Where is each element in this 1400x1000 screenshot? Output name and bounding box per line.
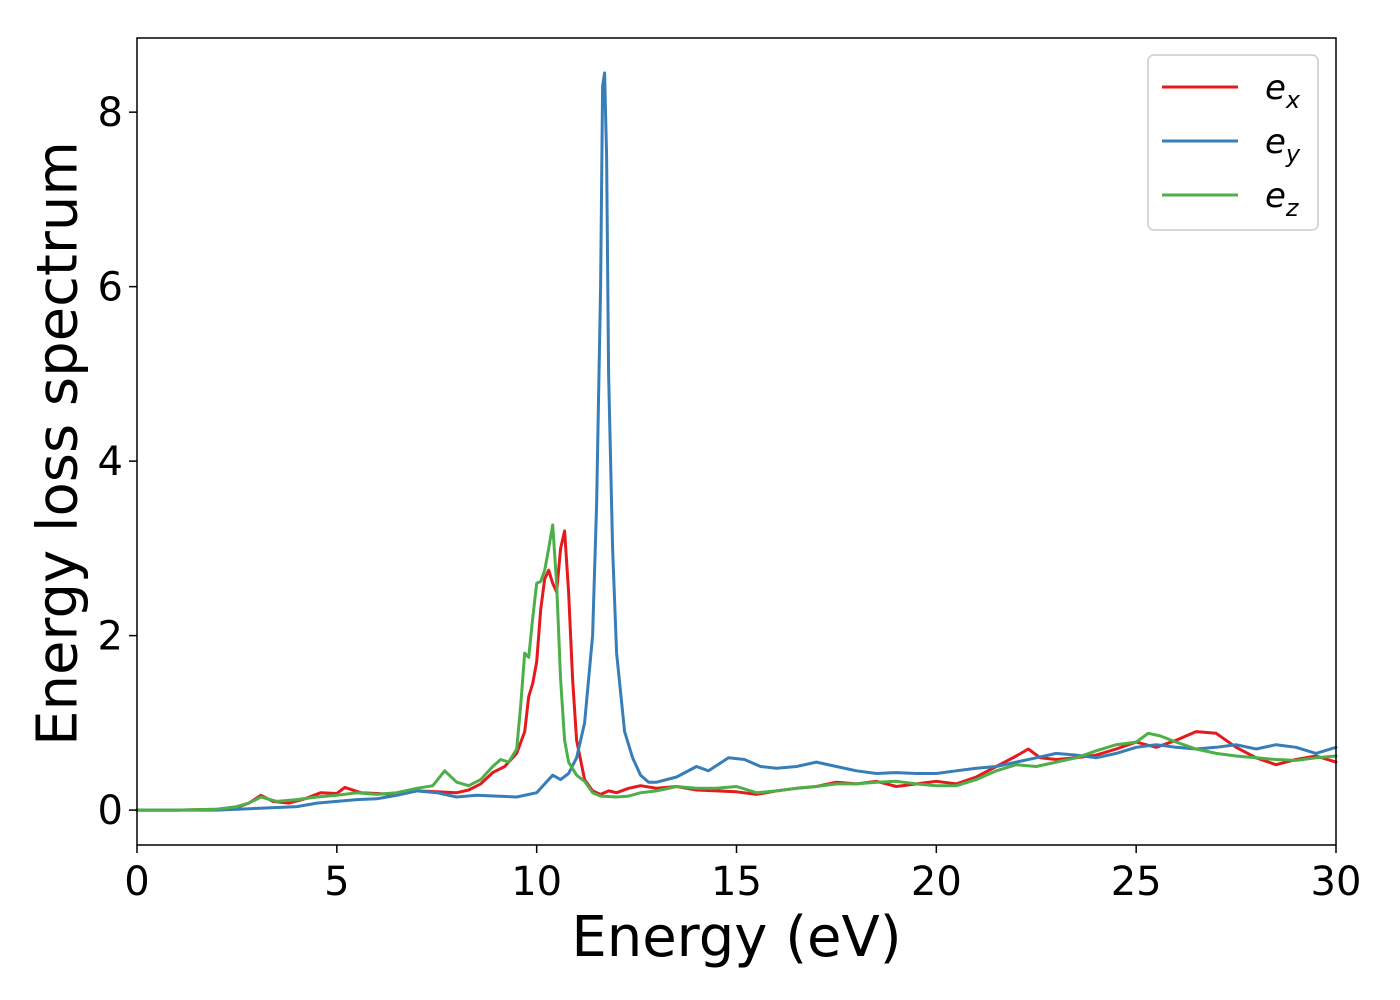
legend-label-base: e bbox=[1265, 68, 1286, 108]
y-tick-label: 8 bbox=[98, 90, 123, 136]
legend-label-base: e bbox=[1265, 122, 1286, 162]
legend-label-subscript: z bbox=[1285, 194, 1300, 222]
legend-label-x: ex bbox=[1265, 68, 1301, 114]
legend-label-y: ey bbox=[1265, 122, 1301, 168]
series-line-z bbox=[135, 523, 1338, 812]
y-tick-label: 2 bbox=[98, 614, 123, 660]
x-tick-label: 25 bbox=[1111, 859, 1162, 905]
series-layer bbox=[135, 71, 1338, 812]
x-tick-label: 30 bbox=[1311, 859, 1362, 905]
y-axis-ticks: 0 2 4 6 8 bbox=[98, 90, 137, 834]
x-axis-ticks: 0 5 10 15 20 25 30 bbox=[124, 845, 1361, 905]
x-tick-label: 10 bbox=[511, 859, 562, 905]
legend-label-base: e bbox=[1265, 176, 1286, 216]
x-tick-label: 0 bbox=[124, 859, 149, 905]
legend-label-subscript: y bbox=[1285, 140, 1301, 168]
x-tick-label: 15 bbox=[711, 859, 762, 905]
x-tick-label: 20 bbox=[911, 859, 962, 905]
x-tick-label: 5 bbox=[324, 859, 349, 905]
series-line-y bbox=[135, 71, 1338, 812]
y-tick-label: 4 bbox=[98, 439, 123, 485]
legend-label-z: ez bbox=[1265, 176, 1300, 222]
legend-label-subscript: x bbox=[1285, 86, 1301, 114]
y-axis-label: Energy loss spectrum bbox=[26, 141, 91, 746]
y-tick-label: 6 bbox=[98, 265, 123, 311]
x-axis-label: Energy (eV) bbox=[571, 905, 901, 970]
y-tick-label: 0 bbox=[98, 788, 123, 834]
